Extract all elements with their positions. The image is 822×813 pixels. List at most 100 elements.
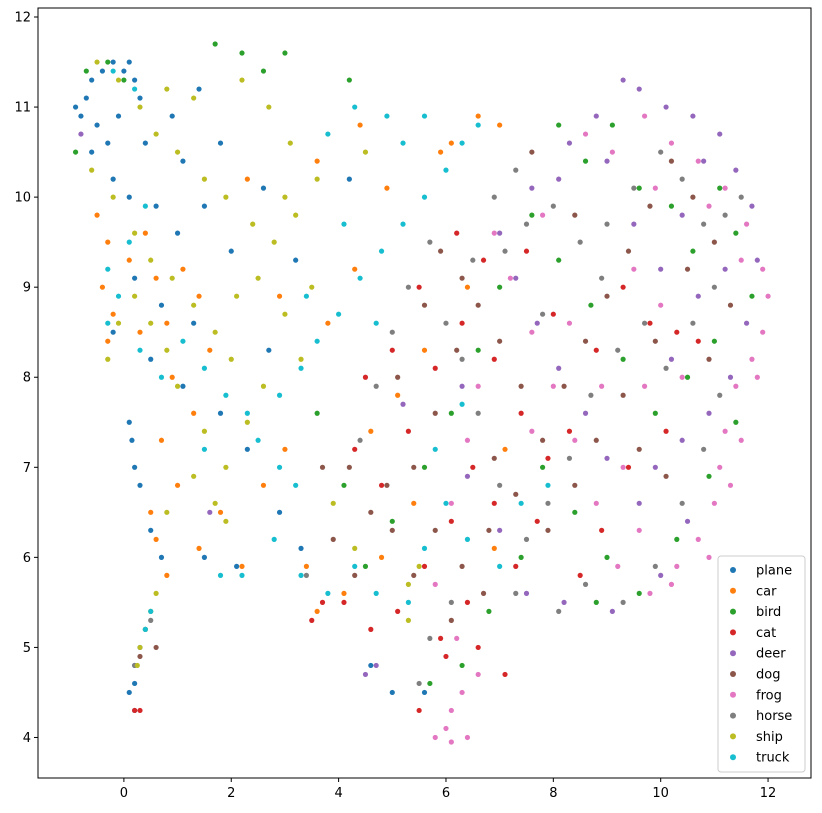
point-bird-32 (540, 464, 546, 470)
point-truck-41 (421, 545, 428, 551)
point-horse-34 (620, 599, 626, 605)
point-horse-18 (545, 500, 551, 506)
point-deer-40 (373, 662, 379, 669)
point-horse-4 (604, 221, 610, 227)
point-truck-4 (105, 266, 111, 272)
legend-label-horse: horse (756, 709, 792, 724)
point-car-6 (142, 230, 148, 236)
point-horse-28 (427, 239, 433, 245)
point-frog-41 (620, 464, 626, 470)
point-dog-0 (346, 464, 352, 470)
point-plane-32 (217, 410, 224, 416)
point-deer-3 (636, 86, 642, 92)
point-car-32 (475, 113, 481, 119)
point-horse-16 (588, 392, 594, 398)
point-ship-46 (330, 500, 336, 506)
point-bird-10 (609, 122, 615, 128)
point-bird-39 (486, 608, 492, 614)
legend-label-deer: deer (756, 647, 786, 662)
point-truck-39 (373, 590, 379, 596)
point-deer-25 (631, 221, 637, 227)
y-tick-label-5: 9 (23, 281, 31, 296)
point-dog-46 (636, 446, 642, 452)
point-cat-20 (593, 347, 599, 353)
point-horse-19 (523, 536, 530, 542)
point-plane-17 (169, 113, 175, 119)
point-dog-47 (663, 473, 669, 479)
point-dog-18 (582, 338, 589, 344)
point-frog-43 (566, 320, 573, 326)
point-horse-6 (658, 149, 664, 155)
point-truck-47 (148, 608, 154, 614)
point-ship-4 (174, 149, 181, 155)
point-car-9 (180, 266, 186, 272)
point-ship-38 (212, 500, 218, 506)
legend-marker-ship (730, 733, 736, 740)
point-frog-44 (529, 428, 535, 434)
point-dog-10 (540, 437, 546, 443)
point-cat-43 (523, 248, 530, 254)
point-car-28 (368, 428, 374, 434)
point-plane-5 (110, 59, 116, 65)
point-deer-32 (464, 473, 471, 479)
point-horse-39 (540, 311, 546, 317)
point-deer-1 (593, 113, 599, 119)
point-cat-32 (389, 347, 395, 353)
point-bird-35 (636, 590, 642, 596)
point-deer-36 (609, 608, 615, 614)
point-car-4 (105, 338, 111, 344)
point-car-5 (126, 257, 132, 263)
point-bird-1 (105, 59, 111, 65)
point-cat-41 (475, 644, 481, 651)
point-cat-23 (674, 329, 680, 335)
point-horse-43 (416, 680, 422, 687)
point-car-45 (411, 500, 417, 506)
point-truck-44 (497, 563, 503, 569)
point-deer-20 (513, 275, 519, 281)
point-deer-34 (523, 590, 530, 596)
point-cat-16 (491, 500, 497, 506)
point-dog-6 (454, 347, 460, 353)
series-dog (137, 149, 734, 660)
point-deer-21 (497, 230, 503, 236)
point-horse-2 (550, 203, 556, 209)
point-cat-9 (448, 518, 454, 524)
point-truck-1 (132, 86, 138, 92)
point-horse-35 (652, 563, 658, 569)
point-ship-50 (416, 563, 422, 569)
point-cat-12 (368, 626, 374, 633)
point-cat-29 (480, 257, 487, 263)
point-horse-5 (631, 185, 637, 191)
point-car-33 (497, 122, 503, 128)
point-truck-24 (459, 140, 465, 146)
point-cat-30 (454, 230, 460, 236)
point-deer-11 (727, 374, 734, 380)
point-horse-45 (148, 617, 154, 624)
point-dog-4 (411, 464, 417, 470)
point-dog-8 (497, 338, 503, 344)
point-ship-49 (405, 617, 411, 624)
point-horse-15 (615, 347, 621, 353)
legend-label-truck: truck (756, 751, 790, 766)
point-truck-12 (244, 410, 250, 416)
point-car-27 (341, 590, 347, 596)
point-plane-35 (129, 437, 135, 443)
point-cat-38 (132, 707, 138, 714)
point-bird-18 (684, 374, 691, 380)
point-truck-9 (180, 338, 186, 344)
point-bird-28 (389, 518, 395, 524)
point-plane-37 (137, 482, 143, 488)
point-truck-20 (378, 248, 385, 254)
point-bird-19 (652, 410, 658, 416)
point-frog-25 (475, 383, 481, 389)
point-deer-6 (717, 131, 723, 137)
point-cat-26 (625, 464, 632, 470)
point-frog-20 (572, 437, 578, 443)
point-horse-47 (513, 590, 519, 596)
point-dog-27 (620, 392, 626, 398)
point-plane-53 (293, 257, 299, 263)
point-cat-24 (695, 338, 701, 344)
point-plane-23 (228, 248, 234, 254)
point-horse-22 (459, 356, 465, 362)
point-plane-19 (180, 158, 186, 164)
